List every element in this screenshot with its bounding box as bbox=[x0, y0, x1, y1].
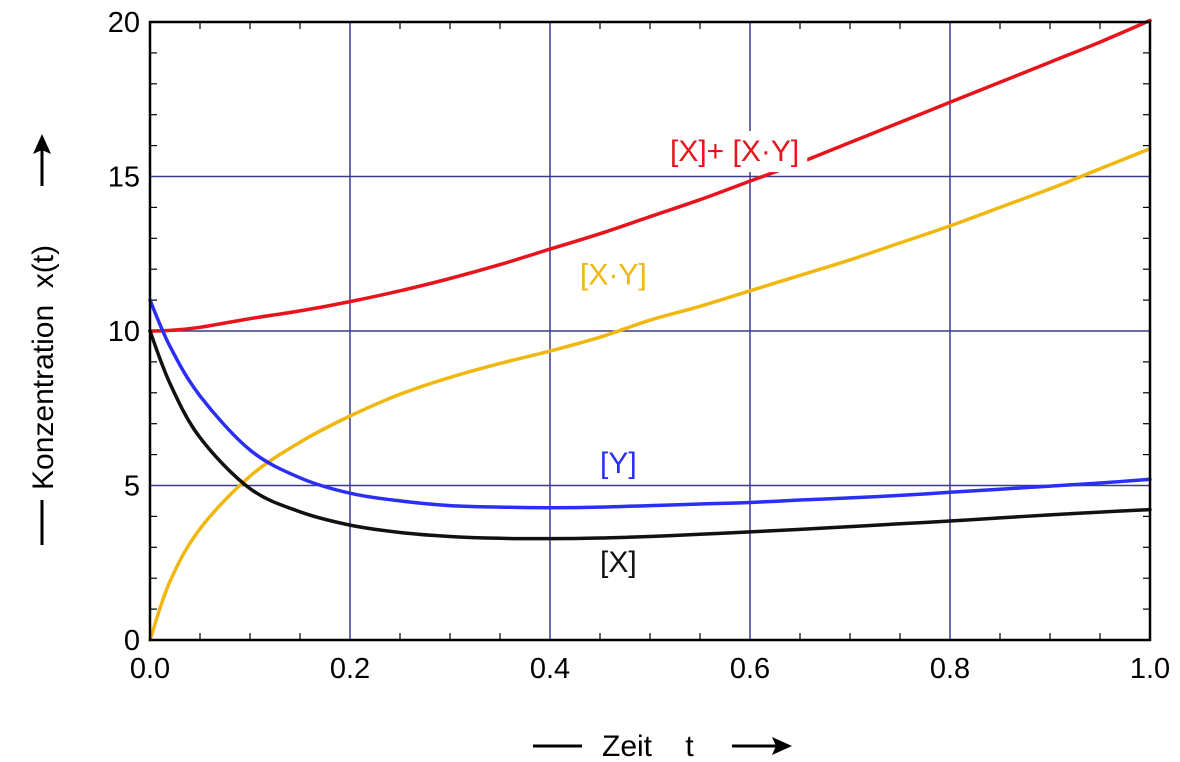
y-tick-label: 20 bbox=[108, 7, 140, 39]
x-tick-label: 0.8 bbox=[930, 653, 970, 685]
x-tick-label: 0.0 bbox=[130, 653, 170, 685]
series-label-text: [X] bbox=[600, 546, 637, 579]
x-tick-label: 0.6 bbox=[730, 653, 770, 685]
y-tick-label: 10 bbox=[108, 316, 140, 348]
grid-lines bbox=[150, 22, 1150, 640]
x-axis-arrow-icon bbox=[732, 737, 792, 755]
y-tick-label: 5 bbox=[124, 471, 140, 503]
series-line-2 bbox=[148, 298, 1152, 510]
y-tick-labels: 0 5 10 15 20 bbox=[108, 7, 140, 657]
x-axis-title: Zeit t bbox=[533, 718, 792, 762]
x-tick-label: 0.4 bbox=[530, 653, 570, 685]
x-tick-label: 0.2 bbox=[330, 653, 370, 685]
series-label-0: [X]+ [X·Y] bbox=[662, 131, 808, 173]
series-lines bbox=[148, 18, 1152, 642]
y-axis-title: Konzentration x(t) bbox=[27, 134, 60, 545]
x-tick-label: 1.0 bbox=[1130, 653, 1170, 685]
y-tick-label: 15 bbox=[108, 162, 140, 194]
plot-frame bbox=[148, 20, 1152, 642]
x-axis-label: Zeit t bbox=[602, 730, 694, 762]
series-label-2: [Y] bbox=[592, 443, 645, 485]
y-axis-arrow-icon bbox=[33, 134, 51, 186]
series-label-text: [X·Y] bbox=[580, 259, 647, 292]
series-label-text: [Y] bbox=[600, 447, 637, 480]
series-label-text: [X]+ [X·Y] bbox=[670, 135, 799, 168]
series-line-0 bbox=[148, 18, 1152, 333]
y-axis-label: Konzentration x(t) bbox=[27, 245, 60, 490]
series-labels: [X]+ [X·Y] [X·Y] [Y] [X] bbox=[572, 131, 808, 584]
x-tick-labels: 0.0 0.2 0.4 0.6 0.8 1.0 bbox=[130, 653, 1170, 685]
y-tick-label: 0 bbox=[124, 625, 140, 657]
series-label-3: [X] bbox=[592, 542, 645, 584]
series-label-1: [X·Y] bbox=[572, 254, 655, 296]
series-line-3 bbox=[148, 329, 1152, 541]
series-line-1 bbox=[148, 146, 1152, 642]
